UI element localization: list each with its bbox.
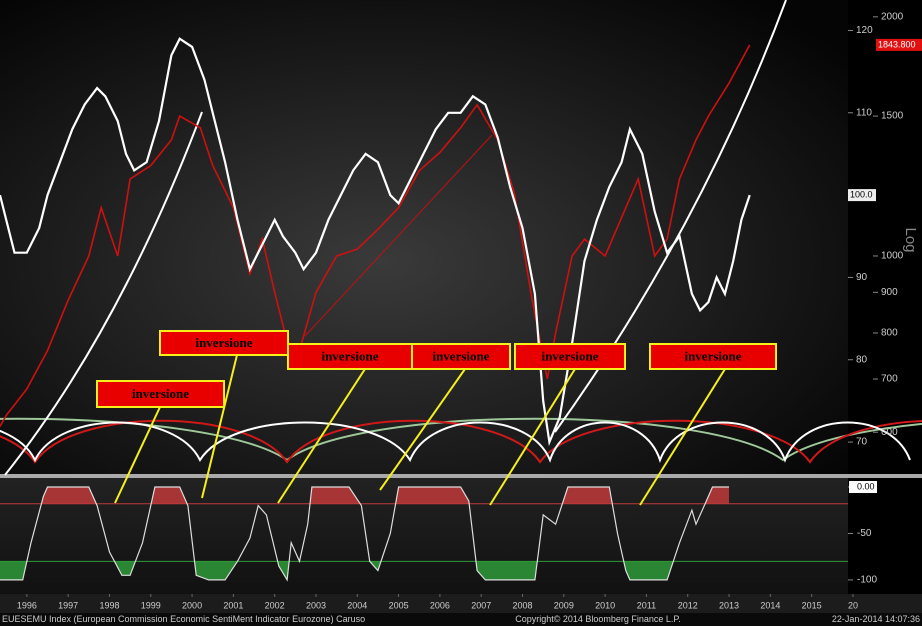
y2-tick-label: 900 [881, 287, 898, 298]
annotation-box [287, 343, 413, 370]
y2-tick-label: 600 [881, 427, 898, 438]
annotation-box [411, 343, 511, 370]
y2-tick-label: 1500 [881, 111, 904, 122]
x-tick-label: 2001 [223, 600, 243, 610]
x-tick-label: 2009 [554, 600, 574, 610]
x-axis-band [0, 594, 922, 613]
y-tick-label: 120 [856, 25, 873, 36]
annotation-label: inversione [195, 335, 252, 350]
oscillator-line [0, 486, 729, 582]
y-tick-label: 110 [856, 107, 872, 118]
y-tick-label: -100 [857, 575, 877, 586]
axis-panel [848, 0, 922, 594]
x-tick-label: 2010 [595, 600, 615, 610]
separator [0, 474, 922, 478]
annotation-box [96, 380, 225, 408]
y2-tick-label: 1000 [881, 251, 904, 262]
upper-fill [0, 487, 729, 504]
cycle-arc [554, 0, 787, 433]
tick-box [849, 481, 877, 494]
footer-center: Copyright© 2014 Bloomberg Finance L.P. [515, 614, 681, 624]
annotation-pointer [277, 368, 366, 504]
y2-tick-label: 2000 [881, 11, 904, 22]
last-value-label: 100.0 [850, 189, 873, 199]
y-tick-label: -50 [857, 528, 872, 539]
x-tick-label: 1997 [58, 600, 78, 610]
x-tick-label: 2005 [389, 600, 409, 610]
annotation-label: inversione [541, 348, 598, 363]
series-line [0, 37, 751, 447]
y-tick-label: 80 [856, 354, 868, 365]
x-tick-label: 2007 [471, 600, 491, 610]
annotation-label: inversione [684, 348, 741, 363]
annotation-label: inversione [321, 348, 378, 363]
x-tick-label: 20 [848, 600, 858, 610]
x-tick-label: 2011 [637, 600, 656, 610]
annotation-label: inversione [132, 386, 189, 401]
last-value-box [876, 38, 922, 51]
footer-band [0, 613, 922, 626]
y-tick-label: 70 [856, 437, 868, 448]
annotation-pointer [379, 368, 466, 491]
annotation-pointer [114, 406, 161, 504]
footer-right: 22-Jan-2014 14:07:36 [832, 614, 920, 624]
annotation-pointer [639, 368, 726, 506]
x-tick-label: 2013 [719, 600, 739, 610]
last-value-box [848, 189, 876, 202]
x-tick-label: 2004 [347, 600, 367, 610]
annotation-pointer [201, 354, 238, 499]
x-tick-label: 2002 [265, 600, 285, 610]
annotation-box [514, 343, 626, 370]
x-tick-label: 1996 [17, 600, 37, 610]
last-value-label: 1843.800 [878, 39, 916, 49]
cycle-curve [0, 417, 922, 462]
cycle-curve [0, 419, 922, 464]
x-tick-label: 2015 [802, 600, 822, 610]
annotation-pointer [489, 368, 576, 506]
annotation-label: inversione [432, 348, 489, 363]
y2-tick-label: 800 [881, 328, 898, 339]
footer-left: EUESEMU Index (European Commission Econo… [2, 614, 365, 624]
x-tick-label: 2006 [430, 600, 450, 610]
y-tick-label: 0.00 [857, 481, 875, 491]
x-tick-label: 1998 [99, 600, 119, 610]
x-tick-label: 2003 [306, 600, 326, 610]
annotation-box [649, 343, 777, 370]
lower-fill [0, 561, 729, 580]
x-tick-label: 2008 [512, 600, 532, 610]
x-tick-label: 2000 [182, 600, 202, 610]
trend-line [304, 134, 493, 337]
y2-tick-label: 700 [881, 374, 898, 385]
x-tick-label: 1999 [141, 600, 161, 610]
x-tick-label: 2012 [678, 600, 698, 610]
y-tick-label: 90 [856, 272, 868, 283]
x-tick-label: 2014 [760, 600, 780, 610]
series-line [0, 44, 751, 427]
cycle-arc [4, 111, 203, 476]
cycle-curve [0, 421, 911, 463]
log-label: Log [902, 227, 919, 252]
